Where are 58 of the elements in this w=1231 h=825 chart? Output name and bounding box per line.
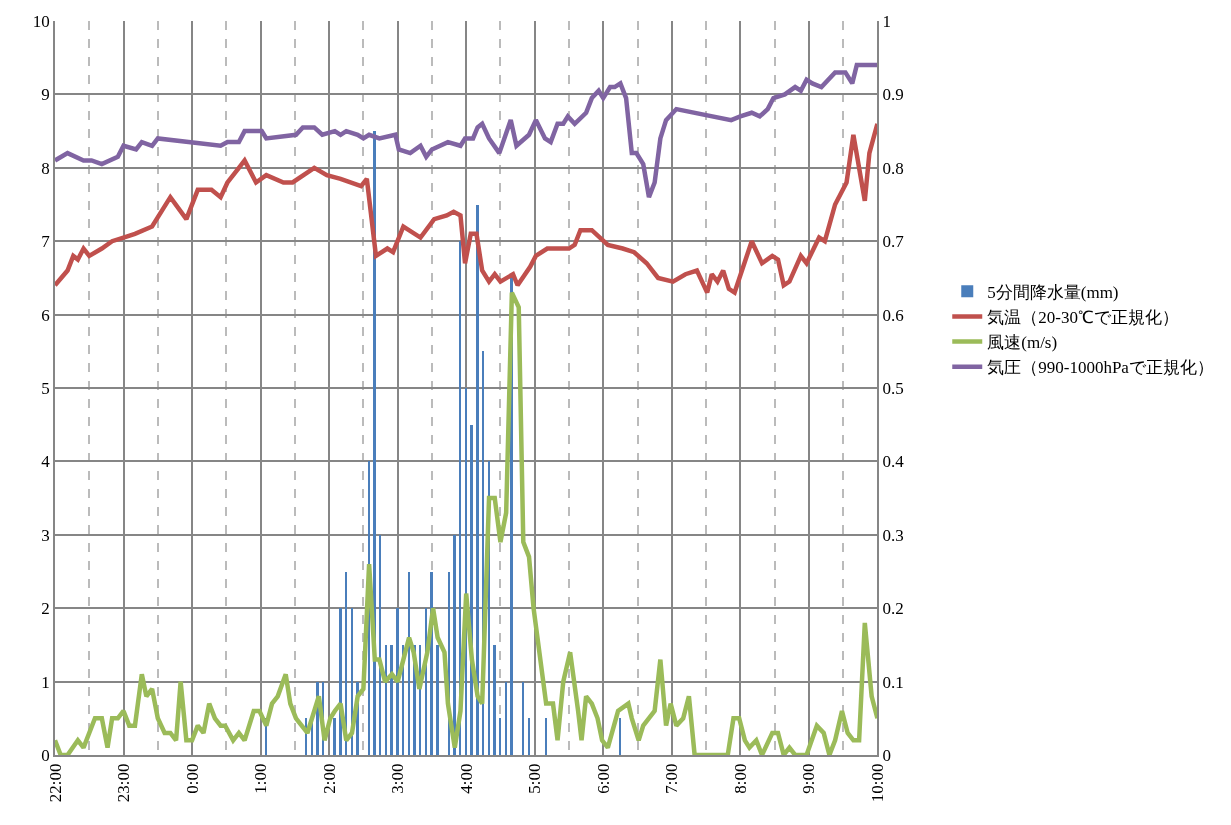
x-tick-label: 1:00 bbox=[251, 763, 271, 794]
bar bbox=[379, 535, 381, 755]
y-tick-label: 7 bbox=[41, 232, 51, 252]
bar bbox=[522, 682, 524, 755]
x-tick-label: 23:00 bbox=[114, 763, 134, 803]
y2-tick-label: 0.7 bbox=[882, 232, 905, 252]
y2-tick-label: 0.4 bbox=[882, 452, 905, 472]
bar bbox=[493, 645, 496, 755]
legend-label: 気圧（990-1000hPaで正規化） bbox=[987, 358, 1214, 378]
bar bbox=[528, 718, 530, 755]
x-tick-label: 6:00 bbox=[593, 763, 613, 794]
bar bbox=[333, 718, 336, 755]
bar bbox=[499, 718, 501, 755]
y-tick-label: 9 bbox=[41, 85, 50, 105]
y-tick-label: 4 bbox=[41, 452, 51, 472]
y-tick-label: 0 bbox=[41, 745, 50, 765]
bar bbox=[396, 608, 399, 755]
bar bbox=[505, 682, 507, 755]
x-tick-label: 0:00 bbox=[182, 763, 202, 794]
bar bbox=[436, 645, 439, 755]
bar bbox=[545, 718, 547, 755]
x-tick-label: 3:00 bbox=[388, 763, 408, 794]
x-tick-label: 4:00 bbox=[456, 763, 476, 794]
y2-tick-label: 0 bbox=[882, 745, 892, 765]
y2-tick-label: 0.1 bbox=[882, 672, 904, 692]
bar bbox=[619, 718, 621, 755]
legend-label: 気温（20-30℃で正規化） bbox=[987, 308, 1179, 328]
y2-tick-label: 0.9 bbox=[882, 85, 904, 105]
x-tick-label: 2:00 bbox=[319, 763, 339, 794]
y-tick-label: 1 bbox=[41, 672, 50, 692]
x-tick-label: 7:00 bbox=[662, 763, 682, 794]
bar bbox=[390, 645, 393, 755]
y-tick-label: 2 bbox=[41, 599, 50, 619]
y2-tick-label: 0.3 bbox=[882, 525, 904, 545]
x-tick-label: 22:00 bbox=[45, 763, 65, 803]
bar bbox=[408, 572, 410, 755]
y-tick-label: 10 bbox=[32, 11, 50, 31]
legend-label: 5分間降水量(mm) bbox=[987, 282, 1119, 302]
y-tick-label: 6 bbox=[41, 305, 50, 325]
bar bbox=[476, 205, 479, 755]
line-series bbox=[55, 121, 878, 295]
y-tick-label: 3 bbox=[41, 525, 50, 545]
y-tick-label: 8 bbox=[41, 158, 50, 178]
bar bbox=[453, 535, 456, 755]
y2-tick-label: 0.2 bbox=[882, 599, 904, 619]
bar bbox=[345, 572, 347, 755]
y2-tick-label: 0.8 bbox=[882, 158, 904, 178]
x-tick-label: 10:00 bbox=[867, 763, 887, 803]
x-tick-label: 9:00 bbox=[799, 763, 819, 794]
y2-tick-label: 0.6 bbox=[882, 305, 904, 325]
y2-tick-label: 0.5 bbox=[882, 378, 904, 398]
x-tick-label: 5:00 bbox=[525, 763, 545, 794]
bar bbox=[385, 645, 387, 755]
legend-label: 風速(m/s) bbox=[987, 333, 1058, 353]
line-series bbox=[55, 62, 878, 200]
x-tick-label: 8:00 bbox=[730, 763, 750, 794]
y-tick-label: 5 bbox=[41, 378, 50, 398]
y2-tick-label: 1 bbox=[882, 11, 892, 31]
